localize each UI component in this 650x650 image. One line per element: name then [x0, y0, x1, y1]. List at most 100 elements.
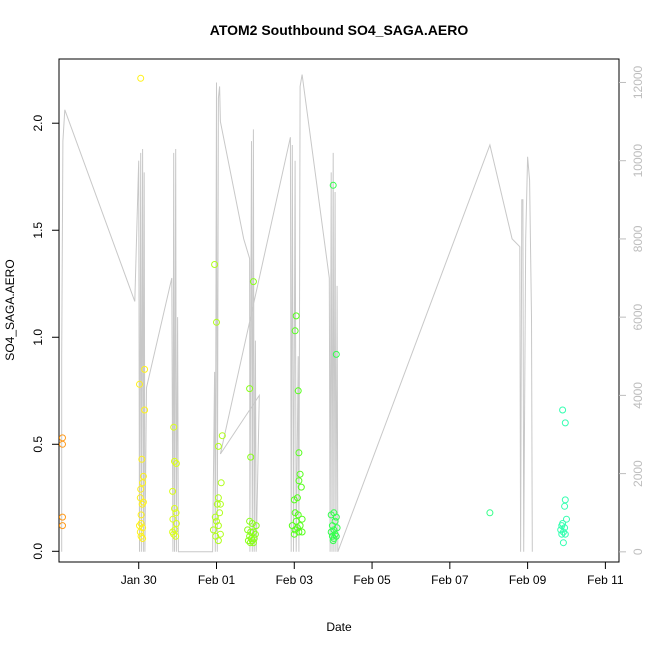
data-point	[563, 515, 570, 523]
data-point	[214, 522, 222, 530]
data-point	[137, 485, 145, 493]
data-point	[298, 515, 306, 523]
x-tick-label: Feb 11	[587, 573, 624, 587]
data-point	[295, 449, 303, 457]
data-point	[332, 350, 340, 358]
data-point	[291, 526, 299, 534]
data-point	[246, 385, 254, 393]
y2-tick-label: 8000	[631, 225, 645, 252]
data-point	[247, 453, 255, 461]
data-point	[137, 520, 145, 527]
data-point	[558, 530, 566, 538]
x-tick-label: Feb 07	[431, 573, 469, 587]
data-point	[246, 539, 254, 547]
chart-title: ATOM2 Southbound SO4_SAGA.AERO	[210, 22, 469, 38]
data-point	[249, 539, 257, 547]
data-point	[296, 470, 304, 478]
data-point	[295, 477, 303, 485]
y2-tick-label: 6000	[631, 303, 645, 330]
data-point	[169, 487, 177, 495]
data-point	[214, 494, 222, 502]
data-point	[216, 509, 224, 517]
data-point	[209, 526, 217, 534]
data-point	[249, 278, 257, 286]
data-point	[329, 181, 337, 189]
data-point	[214, 442, 222, 450]
data-point	[138, 455, 146, 463]
data-point	[137, 74, 145, 82]
x-tick-label: Feb 05	[353, 573, 391, 587]
y-tick-label: 1.0	[31, 329, 45, 346]
data-point	[218, 432, 226, 440]
altitude-trace	[61, 74, 533, 553]
data-point	[136, 528, 144, 536]
data-point	[559, 406, 567, 414]
data-point	[141, 406, 149, 414]
x-axis: Jan 30 Feb 01 Feb 03 Feb 05 Feb 07 Feb 09 Feb …	[121, 561, 624, 587]
x-axis-label: Date	[326, 620, 352, 634]
data-point	[561, 530, 569, 538]
data-point	[171, 457, 178, 465]
data-point	[561, 419, 569, 427]
left-y-axis: 0.0 0.5 1.0 1.5 2.0	[31, 115, 59, 560]
data-point	[329, 537, 337, 545]
data-point	[332, 513, 340, 521]
data-point	[216, 500, 224, 508]
data-point	[170, 530, 178, 538]
x-tick-label: Feb 09	[509, 573, 547, 587]
y2-tick-label: 2000	[631, 460, 645, 487]
data-point	[290, 496, 298, 504]
data-point	[172, 532, 180, 540]
data-point	[138, 500, 146, 508]
x-tick-label: Jan 30	[121, 573, 157, 587]
data-points	[59, 74, 570, 547]
data-point	[213, 517, 220, 525]
altitude-line	[61, 74, 533, 553]
data-point	[136, 494, 144, 502]
data-point	[559, 539, 567, 547]
data-point	[169, 515, 177, 523]
data-point	[59, 434, 66, 442]
data-point	[139, 479, 147, 487]
y2-tick-label: 10000	[631, 144, 645, 178]
data-point	[141, 365, 149, 373]
data-point	[561, 496, 569, 504]
data-point	[298, 528, 306, 536]
y-tick-label: 2.0	[31, 115, 45, 132]
data-point	[139, 535, 147, 542]
data-point	[139, 524, 147, 532]
y2-tick-label: 4000	[631, 382, 645, 409]
data-point	[137, 511, 145, 519]
data-point	[213, 500, 221, 508]
data-point	[252, 522, 260, 530]
data-point	[214, 537, 222, 545]
data-point	[294, 511, 302, 519]
data-point	[327, 528, 335, 536]
y2-tick-label: 12000	[631, 65, 645, 99]
data-point	[292, 312, 300, 320]
data-point	[59, 513, 66, 521]
data-point	[486, 509, 494, 517]
data-point	[292, 517, 300, 525]
data-point	[172, 520, 180, 527]
data-point	[136, 380, 143, 388]
data-point	[59, 522, 66, 530]
data-point	[172, 509, 180, 517]
data-point	[213, 318, 220, 326]
data-point	[291, 327, 299, 335]
data-point	[171, 505, 178, 512]
data-point	[248, 520, 256, 527]
y2-tick-label: 0	[631, 548, 645, 555]
y-tick-label: 0.5	[31, 436, 45, 453]
y-axis-label: SO4_SAGA.AERO	[3, 259, 17, 360]
data-point	[293, 524, 301, 532]
x-tick-label: Feb 01	[198, 573, 236, 587]
y-tick-label: 1.5	[31, 222, 45, 239]
data-point	[290, 530, 298, 538]
data-point	[559, 528, 567, 536]
right-y-axis: 0 2000 4000 6000 8000 10000 12000	[619, 65, 645, 555]
data-point	[297, 483, 305, 491]
data-point	[170, 423, 178, 431]
data-point	[59, 440, 66, 448]
